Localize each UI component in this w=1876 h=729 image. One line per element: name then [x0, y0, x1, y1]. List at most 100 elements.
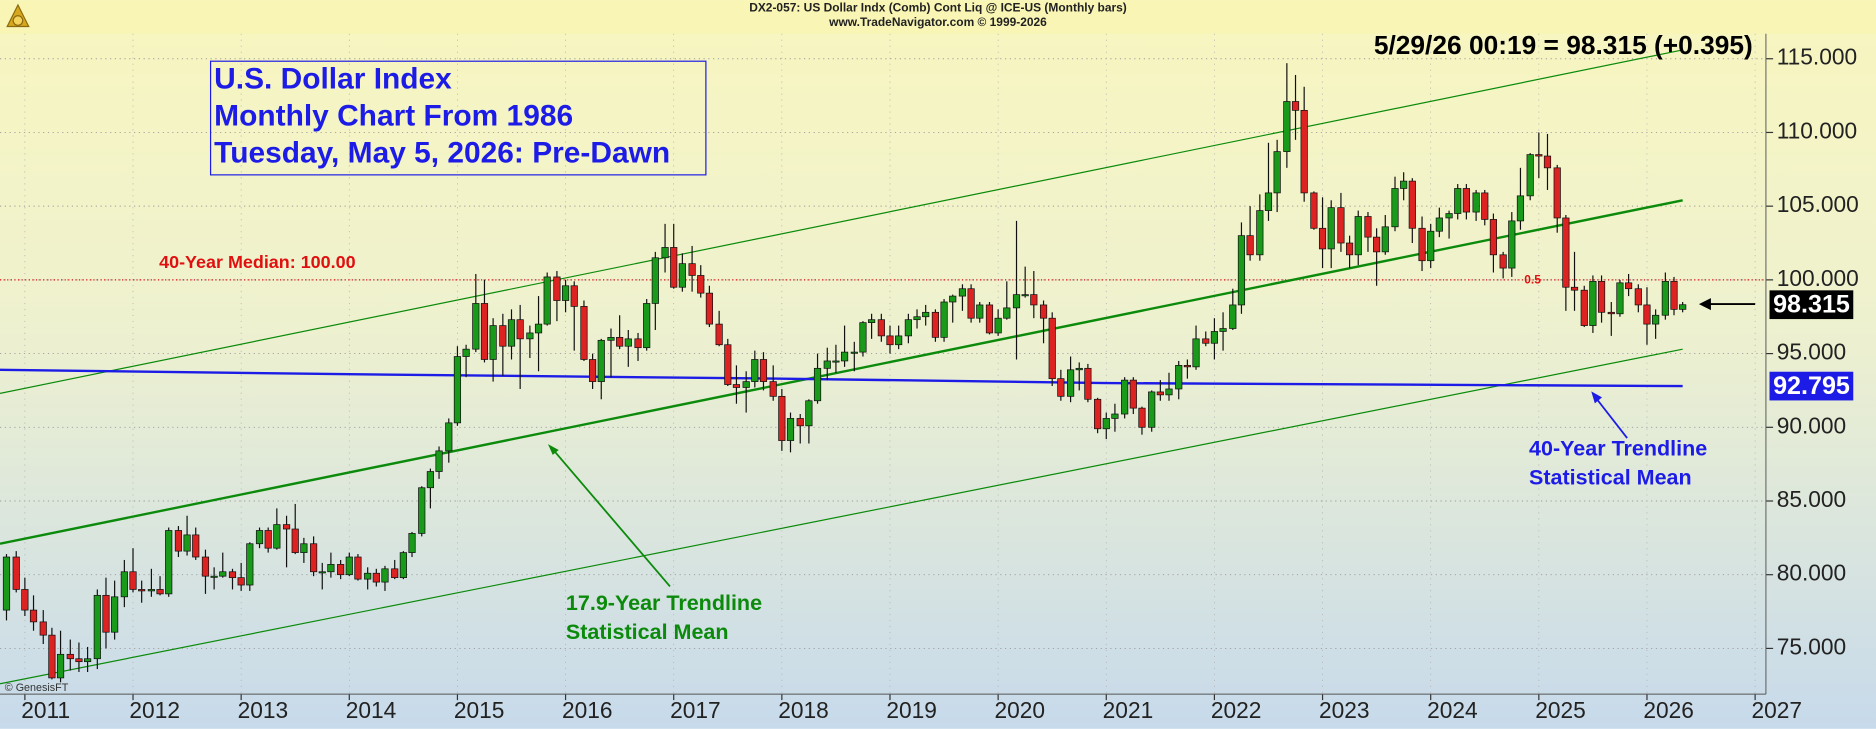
trendline	[0, 348, 1683, 685]
candle-body	[1084, 367, 1092, 400]
candle-body	[1670, 280, 1678, 310]
candle-body	[1219, 328, 1227, 332]
y-tick-label: 90.000	[1777, 412, 1847, 438]
price-tag	[1769, 371, 1854, 401]
candle-body	[1570, 286, 1579, 291]
candle-body	[435, 450, 443, 472]
candle-body	[832, 360, 840, 363]
candle-body	[1175, 365, 1183, 390]
candle-body	[408, 533, 416, 553]
candle-body	[769, 381, 777, 397]
price-tags: 98.315 92.795	[1769, 290, 1854, 401]
candle-body	[976, 304, 984, 319]
x-tick-label: 2026	[1643, 697, 1694, 723]
candle-body	[1165, 388, 1173, 396]
candle-body	[1661, 280, 1669, 316]
candle-body	[1381, 226, 1389, 253]
candle-body	[174, 530, 183, 552]
y-tick-label: 95.000	[1777, 339, 1847, 365]
arrow-head	[547, 444, 559, 455]
candle-body	[823, 360, 831, 369]
candle-body	[453, 356, 462, 424]
candle-body	[922, 311, 930, 318]
candle-body	[1030, 294, 1038, 306]
candle-body	[534, 323, 543, 334]
candle-body	[201, 556, 210, 577]
candle-body	[354, 556, 362, 580]
candle-body	[1039, 304, 1048, 319]
candle-body	[1526, 154, 1534, 197]
price-tag-label: 98.315	[1773, 291, 1850, 319]
candle-body	[1345, 242, 1354, 256]
candle-body	[1354, 216, 1362, 256]
candle-body	[1435, 217, 1443, 232]
candle-body	[1148, 391, 1156, 428]
candle-body	[426, 471, 434, 489]
candle-body	[273, 524, 281, 549]
candle-body	[985, 304, 994, 334]
candle-body	[1481, 192, 1489, 220]
candle-body	[1210, 331, 1219, 344]
trendline	[0, 49, 1683, 394]
annotation-text: 17.9-Year Trendline	[566, 591, 762, 615]
header-subtitle: www.TradeNavigator.com © 1999-2026	[828, 15, 1047, 29]
candle-body	[156, 589, 164, 595]
x-tick-label: 2024	[1427, 697, 1478, 723]
candle-body	[1327, 207, 1335, 250]
candle-body	[282, 524, 291, 530]
candle-body	[1192, 338, 1200, 368]
candle-body	[1102, 418, 1110, 430]
candle-body	[345, 556, 353, 576]
candles	[2, 63, 1687, 683]
title-line: U.S. Dollar Index	[214, 62, 452, 95]
candle-body	[129, 571, 137, 590]
x-tick-label: 2022	[1211, 697, 1262, 723]
candle-body	[697, 275, 705, 294]
candle-body	[732, 384, 741, 388]
candle-body	[310, 543, 318, 573]
last-arrow	[1698, 298, 1756, 311]
candle-body	[661, 247, 669, 259]
candle-body	[904, 319, 912, 337]
candle-body	[940, 301, 948, 338]
candle-body	[462, 348, 470, 357]
x-tick-label: 2018	[778, 697, 829, 723]
candle-body	[796, 418, 804, 427]
candle-body	[418, 487, 426, 534]
price-tag-label: 92.795	[1773, 372, 1850, 400]
candle-body	[1300, 109, 1308, 194]
candle-body	[237, 577, 245, 586]
candle-body	[102, 594, 110, 633]
candle-body	[1427, 230, 1435, 262]
x-tick-label: 2017	[670, 697, 721, 723]
candle-body	[337, 564, 345, 576]
candle-body	[1508, 220, 1516, 269]
candle-body	[1499, 254, 1507, 269]
candle-body	[1256, 210, 1264, 256]
candle-body	[1489, 219, 1498, 256]
candle-body	[1607, 311, 1615, 315]
candle-body	[1652, 314, 1660, 325]
candle-body	[1562, 217, 1570, 288]
x-tick-label: 2013	[238, 697, 289, 723]
annotation-text: 40-Year Trendline	[1529, 437, 1707, 461]
candle-body	[147, 589, 155, 592]
candle-body	[364, 572, 372, 580]
candle-body	[39, 621, 47, 636]
candle-body	[499, 325, 507, 347]
candle-body	[1229, 304, 1237, 329]
candle-body	[1094, 398, 1102, 430]
candle-body	[507, 319, 516, 347]
candle-body	[391, 568, 399, 579]
candle-body	[1012, 294, 1021, 309]
candle-body	[255, 530, 264, 545]
axes: 75.000 80.000 85.000 90.000 95.000 100.000 105…	[0, 33, 1859, 723]
trendline	[0, 368, 1683, 388]
candle-body	[1237, 235, 1246, 306]
candle-body	[1273, 151, 1281, 194]
candle-body	[778, 395, 786, 441]
candle-body	[543, 276, 551, 325]
candle-body	[56, 653, 65, 679]
y-tick-label: 105.000	[1777, 191, 1859, 217]
candle-body	[1643, 304, 1651, 325]
